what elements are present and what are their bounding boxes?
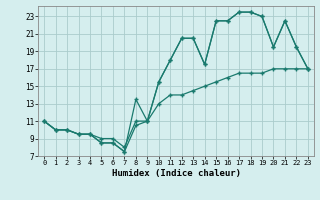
X-axis label: Humidex (Indice chaleur): Humidex (Indice chaleur) [111, 169, 241, 178]
